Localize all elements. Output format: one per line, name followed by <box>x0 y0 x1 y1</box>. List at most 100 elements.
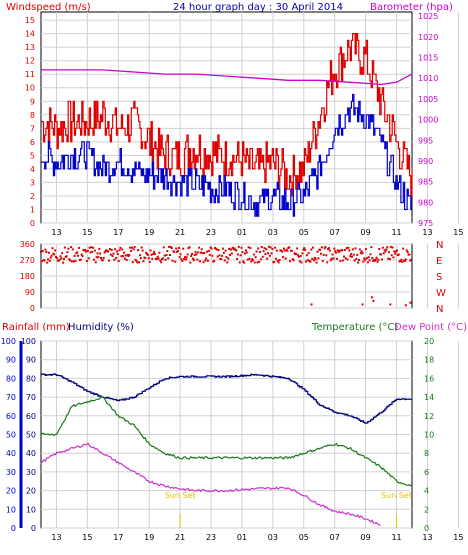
direction-point <box>304 248 307 251</box>
temperature-tick-label: 14 <box>424 393 434 402</box>
direction-point <box>198 246 201 249</box>
rainfall-tick-label: 40 <box>6 449 16 458</box>
direction-point <box>359 252 362 255</box>
direction-point <box>374 258 377 261</box>
direction-point <box>242 260 245 263</box>
direction-point <box>225 256 228 259</box>
direction-point <box>261 255 264 258</box>
direction-point <box>69 259 72 262</box>
direction-point <box>115 256 118 259</box>
humidity-tick-label: 30 <box>26 468 36 477</box>
direction-point <box>323 247 326 250</box>
windspeed-axis-label: Windspeed (m/s) <box>6 2 91 13</box>
direction-point <box>390 254 393 257</box>
direction-point <box>218 254 221 257</box>
rainfall-tick-label: 30 <box>6 468 16 477</box>
direction-point <box>351 248 354 251</box>
direction-point <box>93 258 95 261</box>
temperature-tick-label: 12 <box>424 412 434 421</box>
direction-point <box>252 259 254 262</box>
direction-point <box>45 250 48 253</box>
direction-point <box>123 257 126 260</box>
direction-point <box>364 258 367 261</box>
direction-point <box>202 261 205 264</box>
direction-point <box>159 259 162 262</box>
direction-point <box>181 260 184 263</box>
direction-point <box>297 255 300 258</box>
rain-humidity-y-axis: 0 0 10 10 20 20 30 30 40 40 50 50 60 60 70 70 80 80 90 90 10… <box>1 337 36 533</box>
direction-point <box>153 250 156 253</box>
direction-point <box>132 248 135 251</box>
direction-point <box>109 253 112 256</box>
direction-point <box>321 259 324 262</box>
direction-point <box>201 252 204 255</box>
direction-point <box>349 255 352 258</box>
direction-point <box>365 257 368 260</box>
barometer-tick-label: 1015 <box>418 54 438 63</box>
direction-point <box>410 258 413 261</box>
x-tick-label: 11 <box>391 228 401 237</box>
direction-degree-axis: 0 90 180 270 360 <box>20 240 35 313</box>
direction-point <box>46 261 49 264</box>
windspeed-tick-label: 14 <box>25 30 35 39</box>
direction-point <box>257 247 260 250</box>
direction-point <box>171 259 174 262</box>
direction-point <box>47 251 50 254</box>
direction-point <box>297 254 300 257</box>
direction-point <box>274 246 277 249</box>
direction-point <box>227 257 230 260</box>
direction-point <box>54 249 57 252</box>
barometer-tick-label: 975 <box>418 219 433 228</box>
direction-point <box>298 260 301 263</box>
direction-point <box>122 254 125 257</box>
direction-point <box>404 258 407 261</box>
direction-point <box>224 249 227 252</box>
direction-point <box>290 249 293 252</box>
direction-point <box>216 255 219 258</box>
direction-point <box>380 253 383 256</box>
direction-point <box>141 249 144 252</box>
direction-point <box>405 249 408 252</box>
direction-point <box>389 303 392 306</box>
direction-point <box>399 259 402 262</box>
direction-point <box>119 246 122 249</box>
direction-point <box>209 246 212 249</box>
rainfall-tick-label: 90 <box>6 356 16 365</box>
direction-point <box>148 260 151 263</box>
direction-point <box>271 248 274 251</box>
barometer-tick-label: 995 <box>418 136 433 145</box>
direction-point <box>365 248 368 251</box>
direction-point <box>118 249 121 252</box>
direction-point <box>60 257 63 260</box>
direction-point <box>316 250 319 253</box>
direction-point <box>391 246 394 249</box>
direction-point <box>246 258 249 261</box>
direction-point <box>236 253 239 256</box>
direction-point <box>249 247 252 250</box>
direction-point <box>269 246 272 249</box>
x-tick-label: 07 <box>330 533 340 542</box>
direction-point <box>86 249 89 252</box>
direction-point <box>346 258 349 261</box>
direction-point <box>291 258 294 261</box>
direction-point <box>102 256 105 259</box>
direction-point <box>66 251 69 254</box>
direction-point <box>244 252 247 255</box>
temperature-tick-label: 0 <box>424 524 429 533</box>
direction-point <box>135 259 138 262</box>
direction-point <box>175 247 178 250</box>
direction-point <box>320 252 323 255</box>
windspeed-tick-label: 8 <box>30 111 35 120</box>
direction-point <box>325 254 328 257</box>
direction-point <box>117 260 120 263</box>
direction-points <box>40 245 413 307</box>
humidity-panel-series <box>40 373 413 527</box>
x-tick-label: 13 <box>51 533 61 542</box>
direction-point <box>96 252 99 255</box>
direction-point <box>44 248 47 251</box>
direction-point <box>237 245 240 248</box>
direction-point <box>161 257 164 260</box>
windspeed-tick-label: 6 <box>30 138 35 147</box>
direction-point <box>162 246 165 249</box>
